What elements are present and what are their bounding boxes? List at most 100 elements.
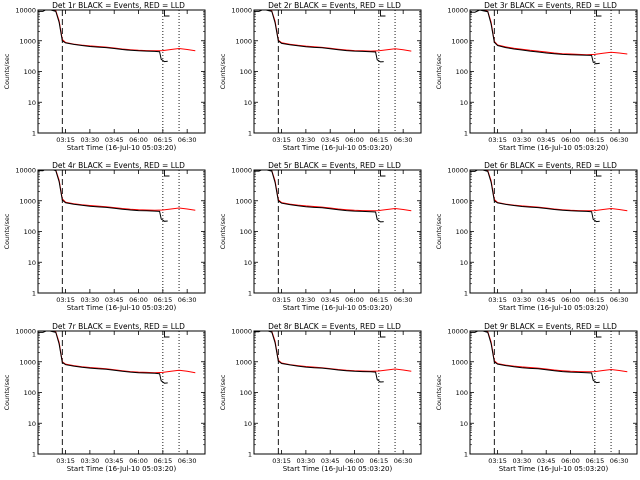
- x-tick-label: 06:30: [394, 457, 413, 465]
- bracket-mark: [596, 170, 602, 177]
- plot-frame: [253, 169, 422, 294]
- x-tick-label: 03:45: [105, 136, 124, 144]
- y-axis-label: Counts/sec: [219, 213, 227, 249]
- y-tick-label: 10: [28, 99, 36, 107]
- y-tick-label: 1: [32, 130, 36, 138]
- x-tick-label: 03:45: [321, 296, 340, 304]
- series-events-line: [254, 10, 384, 63]
- series-lld-line: [267, 170, 412, 212]
- x-tick-label: 03:15: [488, 457, 507, 465]
- panel-title: Det 4r BLACK = Events, RED = LLD: [52, 161, 185, 170]
- y-tick-label: 100: [240, 389, 252, 397]
- series-lld-line: [266, 10, 412, 52]
- plot-frame: [469, 330, 638, 455]
- plot-frame: [37, 9, 206, 134]
- x-tick-label: 06:00: [561, 136, 580, 144]
- y-tick-label: 100: [456, 228, 468, 236]
- plot-frame: [253, 330, 422, 455]
- x-tick-label: 06:30: [610, 296, 629, 304]
- y-tick-label: 1: [32, 451, 36, 459]
- y-tick-label: 10000: [231, 7, 252, 15]
- y-tick-label: 1000: [451, 197, 468, 205]
- x-tick-label: 03:15: [272, 457, 291, 465]
- y-axis-label: Counts/sec: [3, 53, 11, 89]
- y-tick-label: 1000: [235, 358, 252, 366]
- x-tick-label: 03:30: [297, 136, 316, 144]
- panel-title: Det 3r BLACK = Events, RED = LLD: [484, 1, 617, 10]
- y-tick-label: 10000: [231, 328, 252, 336]
- panel-det-9: Det 9r BLACK = Events, RED = LLD Counts/s…: [435, 322, 638, 473]
- series-events-line: [38, 10, 168, 63]
- x-tick-label: 06:30: [178, 457, 197, 465]
- x-tick-label: 06:00: [345, 457, 364, 465]
- panel-title: Det 6r BLACK = Events, RED = LLD: [484, 161, 617, 170]
- x-tick-label: 06:15: [153, 296, 172, 304]
- series-events-line: [38, 170, 168, 222]
- x-tick-label: 03:30: [81, 457, 100, 465]
- x-tick-label: 06:00: [561, 457, 580, 465]
- x-axis-label: Start Time (16-Jul-10 05:03:20): [67, 304, 177, 312]
- y-tick-label: 10000: [447, 7, 468, 15]
- y-axis-label: Counts/sec: [219, 374, 227, 410]
- y-tick-label: 1: [248, 451, 252, 459]
- panel-det-2: Det 2r BLACK = Events, RED = LLD Counts/s…: [219, 1, 422, 152]
- y-tick-label: 100: [240, 68, 252, 76]
- bracket-mark: [164, 10, 170, 17]
- x-tick-label: 06:00: [345, 136, 364, 144]
- plot-frame: [253, 9, 422, 134]
- y-tick-label: 10: [244, 420, 252, 428]
- panel-det-3: Det 3r BLACK = Events, RED = LLD Counts/s…: [435, 1, 638, 152]
- x-tick-label: 06:30: [610, 136, 629, 144]
- x-tick-label: 03:30: [81, 296, 100, 304]
- y-tick-label: 1: [32, 290, 36, 298]
- x-tick-label: 03:15: [56, 136, 75, 144]
- x-tick-label: 06:30: [178, 136, 197, 144]
- series-events-line: [254, 170, 384, 223]
- bracket-mark: [596, 10, 602, 17]
- x-tick-label: 06:15: [585, 136, 604, 144]
- bracket-mark: [164, 331, 170, 338]
- panel-title: Det 8r BLACK = Events, RED = LLD: [268, 322, 401, 331]
- y-tick-label: 100: [456, 389, 468, 397]
- x-tick-label: 03:30: [297, 457, 316, 465]
- bracket-mark: [380, 170, 386, 177]
- y-tick-label: 1000: [235, 37, 252, 45]
- x-tick-label: 06:15: [369, 296, 388, 304]
- x-tick-label: 03:45: [321, 136, 340, 144]
- y-tick-label: 100: [24, 68, 36, 76]
- panel-det-8: Det 8r BLACK = Events, RED = LLD Counts/s…: [219, 322, 422, 473]
- series-lld-line: [470, 10, 628, 56]
- y-tick-label: 1: [464, 130, 468, 138]
- y-tick-label: 10: [460, 420, 468, 428]
- bracket-mark: [596, 331, 602, 338]
- x-axis-label: Start Time (16-Jul-10 05:03:20): [67, 144, 177, 152]
- x-tick-label: 06:15: [585, 457, 604, 465]
- y-tick-label: 1: [248, 290, 252, 298]
- x-tick-label: 03:15: [488, 136, 507, 144]
- y-tick-label: 10: [28, 259, 36, 267]
- y-axis-label: Counts/sec: [435, 53, 443, 89]
- panel-det-1: Det 1r BLACK = Events, RED = LLD Counts/s…: [3, 1, 206, 152]
- x-tick-label: 06:00: [129, 457, 148, 465]
- x-axis-label: Start Time (16-Jul-10 05:03:20): [283, 144, 393, 152]
- x-tick-label: 06:15: [153, 136, 172, 144]
- y-tick-label: 10: [460, 99, 468, 107]
- plot-frame: [37, 330, 206, 455]
- y-axis-label: Counts/sec: [3, 374, 11, 410]
- x-tick-label: 03:15: [488, 296, 507, 304]
- x-tick-label: 06:30: [178, 296, 197, 304]
- x-axis-label: Start Time (16-Jul-10 05:03:20): [499, 465, 609, 473]
- y-tick-label: 1: [248, 130, 252, 138]
- panel-det-4: Det 4r BLACK = Events, RED = LLD Counts/s…: [3, 161, 206, 312]
- y-tick-label: 100: [240, 228, 252, 236]
- panel-title: Det 2r BLACK = Events, RED = LLD: [268, 1, 401, 10]
- x-tick-label: 03:30: [513, 457, 532, 465]
- series-events-line: [470, 331, 600, 384]
- bracket-mark: [380, 331, 386, 338]
- y-tick-label: 10: [244, 259, 252, 267]
- x-tick-label: 06:00: [345, 296, 364, 304]
- y-axis-label: Counts/sec: [435, 374, 443, 410]
- y-axis-label: Counts/sec: [219, 53, 227, 89]
- x-tick-label: 03:15: [272, 296, 291, 304]
